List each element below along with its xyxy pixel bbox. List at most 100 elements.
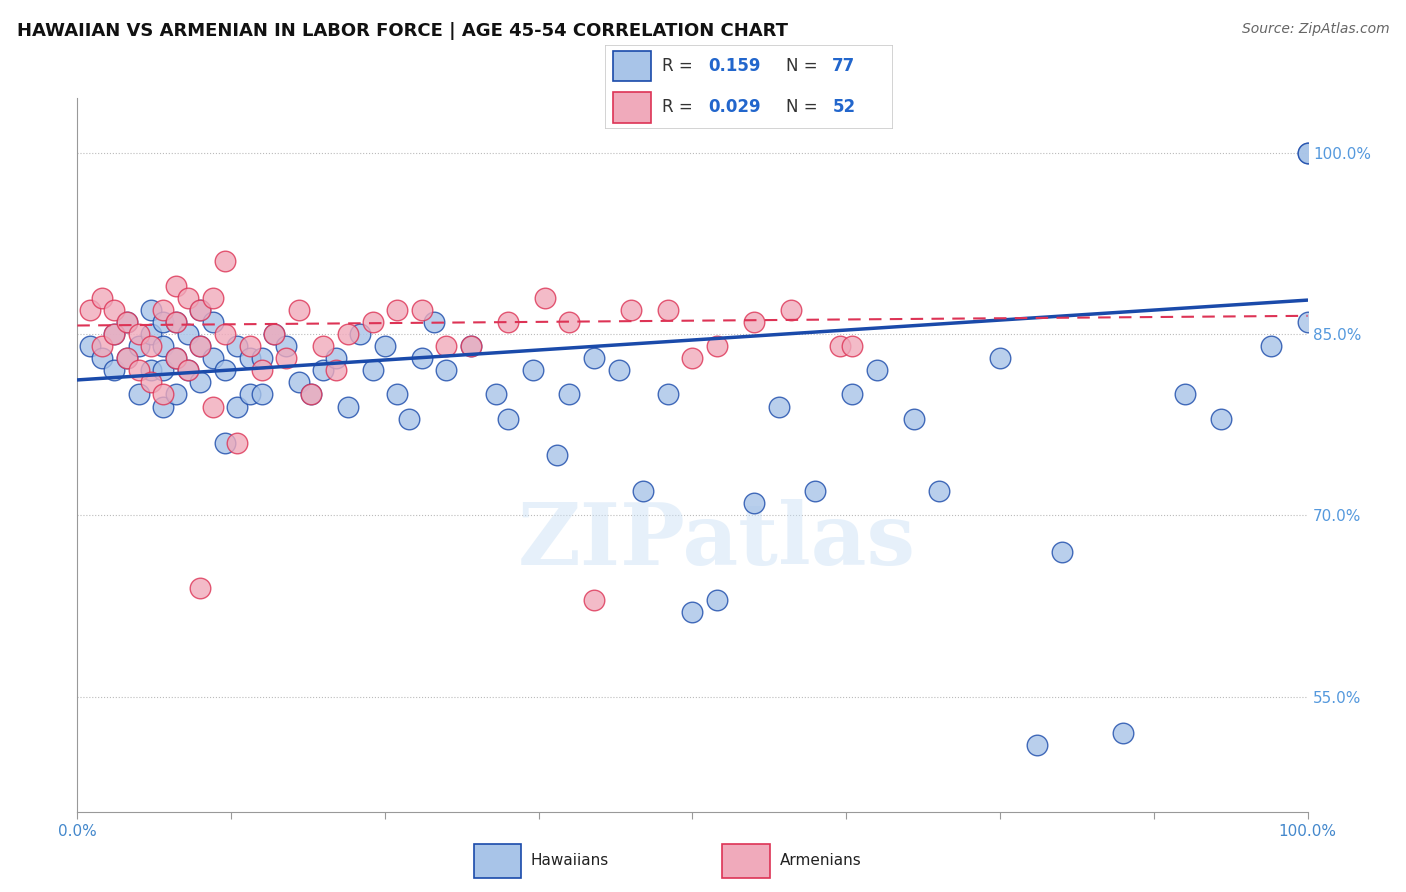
Point [620, 302, 643, 317]
Point [325, 351, 347, 366]
Point [214, 254, 236, 268]
Bar [613, 51, 651, 81]
Point [103, 363, 125, 377]
Text: Source: ZipAtlas.com: Source: ZipAtlas.com [1241, 22, 1389, 37]
Point [239, 339, 262, 353]
Point [190, 376, 212, 390]
Point [1112, 726, 1135, 740]
Point [177, 291, 200, 305]
Point [165, 351, 187, 366]
Point [830, 339, 852, 353]
Point [79, 302, 101, 317]
Point [1026, 738, 1049, 752]
Point [325, 363, 347, 377]
Point [250, 363, 273, 377]
Point [152, 339, 174, 353]
Point [1260, 339, 1282, 353]
Text: R =: R = [662, 98, 699, 116]
Point [546, 448, 568, 462]
Point [866, 363, 889, 377]
Point [534, 291, 557, 305]
Point [804, 484, 827, 499]
Point [250, 351, 273, 366]
Point [1296, 145, 1319, 160]
Point [263, 326, 285, 341]
Point [374, 339, 396, 353]
Point [177, 363, 200, 377]
Point [1296, 315, 1319, 329]
Text: 0.159: 0.159 [709, 57, 761, 75]
Point [201, 291, 224, 305]
Point [485, 387, 508, 401]
Point [411, 351, 433, 366]
Point [607, 363, 630, 377]
Point [706, 593, 728, 607]
Point [263, 326, 285, 341]
Point [558, 387, 581, 401]
Point [742, 315, 765, 329]
Point [152, 387, 174, 401]
Point [423, 315, 446, 329]
Point [768, 400, 790, 414]
Point [288, 376, 311, 390]
Text: Hawaiians: Hawaiians [531, 854, 609, 868]
Point [141, 339, 163, 353]
Point [201, 315, 224, 329]
Point [177, 326, 200, 341]
Point [682, 605, 704, 619]
Point [558, 315, 581, 329]
Point [276, 351, 298, 366]
Point [128, 339, 150, 353]
Point [90, 351, 114, 366]
Point [928, 484, 950, 499]
FancyBboxPatch shape [605, 45, 893, 129]
Point [190, 302, 212, 317]
Point [152, 302, 174, 317]
Point [165, 387, 187, 401]
Point [780, 302, 803, 317]
Point [141, 363, 163, 377]
Point [657, 387, 679, 401]
Point [226, 435, 249, 450]
Point [201, 351, 224, 366]
Point [115, 315, 138, 329]
Point [103, 326, 125, 341]
Point [1050, 544, 1073, 558]
Point [103, 326, 125, 341]
Point [103, 302, 125, 317]
Point [460, 339, 482, 353]
Point [239, 351, 262, 366]
Point [583, 351, 606, 366]
Point [633, 484, 655, 499]
Point [312, 339, 335, 353]
Point [299, 387, 322, 401]
Point [349, 326, 371, 341]
Point [398, 411, 420, 425]
Point [152, 363, 174, 377]
Text: Armenians: Armenians [779, 854, 862, 868]
Point [361, 363, 384, 377]
Point [337, 326, 360, 341]
Point [128, 326, 150, 341]
Point [165, 315, 187, 329]
Text: N =: N = [786, 98, 823, 116]
Point [1211, 411, 1233, 425]
Bar [474, 844, 522, 878]
Point [436, 363, 458, 377]
Point [152, 315, 174, 329]
Point [1296, 145, 1319, 160]
Bar [613, 92, 651, 122]
Point [90, 291, 114, 305]
Text: 52: 52 [832, 98, 855, 116]
Point [152, 400, 174, 414]
Text: R =: R = [662, 57, 699, 75]
Point [583, 593, 606, 607]
Point [190, 339, 212, 353]
Point [128, 363, 150, 377]
Point [988, 351, 1011, 366]
Point [312, 363, 335, 377]
Point [115, 351, 138, 366]
Point [496, 315, 519, 329]
Text: HAWAIIAN VS ARMENIAN IN LABOR FORCE | AGE 45-54 CORRELATION CHART: HAWAIIAN VS ARMENIAN IN LABOR FORCE | AG… [17, 22, 787, 40]
Point [250, 387, 273, 401]
